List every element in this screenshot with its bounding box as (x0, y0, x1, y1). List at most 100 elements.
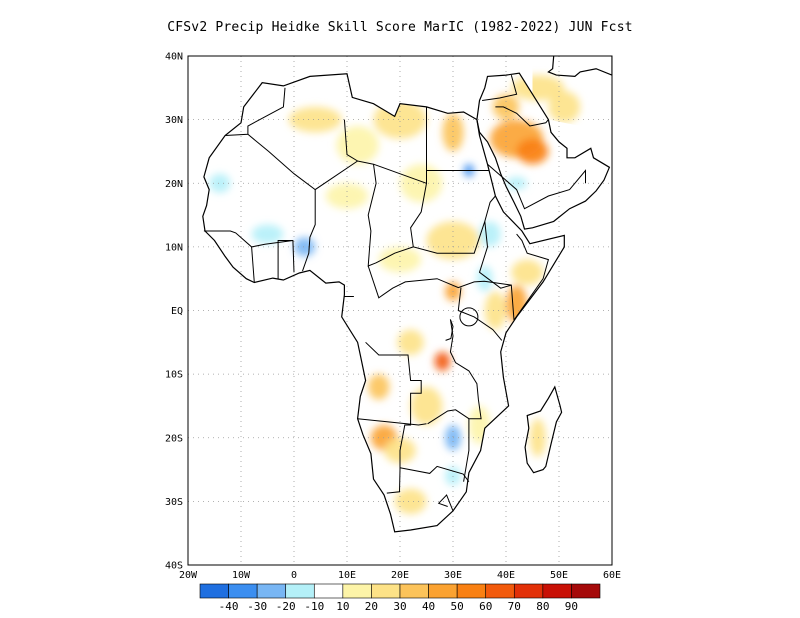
skill-region (288, 106, 342, 133)
colorbar-swatch (371, 583, 401, 599)
country-border (367, 265, 515, 321)
country-border (277, 240, 295, 279)
skill-region (397, 329, 424, 356)
lat-tick-label: 30N (165, 115, 183, 126)
colorbar-swatch (571, 583, 601, 599)
skill-region (442, 113, 464, 152)
lat-tick-label: 40N (165, 52, 183, 63)
colorbar-label: 30 (393, 600, 406, 613)
lat-tick-label: 30S (165, 497, 183, 508)
country-border (478, 221, 512, 289)
colorbar-label: 20 (365, 600, 378, 613)
skill-region (529, 418, 546, 457)
skill-region (426, 221, 480, 260)
coastline (202, 73, 565, 533)
lon-tick-label: 60E (603, 570, 621, 581)
colorbar-swatch (285, 583, 315, 599)
lon-tick-label: 20W (179, 570, 198, 581)
country-border (367, 164, 414, 267)
colorbar-swatch (399, 583, 429, 599)
mediterranean-sea (262, 56, 488, 117)
lon-tick-label: 10W (232, 570, 251, 581)
skill-region (505, 176, 528, 190)
country-border (203, 230, 293, 248)
country-border (399, 465, 470, 483)
country-border (225, 87, 286, 136)
colorbar-swatch (342, 583, 372, 599)
colorbar-label: -40 (219, 600, 239, 613)
country-border (437, 494, 454, 512)
colorbar-swatch (485, 583, 515, 599)
lat-tick-label: EQ (171, 306, 183, 317)
skill-region (325, 183, 369, 209)
latitude-labels: 40N 30N 20N 10N EQ 10S 20S 30S 40S (165, 52, 183, 572)
colorbar-label: 60 (479, 600, 492, 613)
coastline (476, 72, 611, 230)
colorbar-label: 10 (336, 600, 349, 613)
lon-tick-label: 10E (338, 570, 356, 581)
skill-region (548, 90, 581, 123)
lon-tick-label: 50E (550, 570, 568, 581)
lon-tick-label: 40E (497, 570, 515, 581)
lat-tick-label: 20N (165, 179, 183, 190)
country-border (410, 106, 496, 254)
map-title: CFSv2 Precip Heidke Skill Score MarIC (1… (167, 20, 633, 35)
colorbar-label: 50 (451, 600, 464, 613)
colorbar-swatch (199, 583, 229, 599)
colorbar-swatch (228, 583, 258, 599)
country-border (482, 74, 518, 101)
colorbar-swatch (513, 583, 544, 599)
colorbar-label: -20 (276, 600, 296, 613)
lat-tick-label: 10S (165, 370, 183, 381)
colorbar-label: -30 (247, 600, 267, 613)
skill-region (476, 265, 493, 292)
skill-region (511, 75, 565, 101)
skill-region (484, 291, 506, 330)
coastline (547, 56, 612, 77)
country-border (357, 418, 427, 426)
colorbar-swatch (313, 583, 344, 599)
colorbar-swatch (456, 583, 487, 599)
skill-region (400, 164, 443, 203)
country-border (302, 189, 316, 272)
country-border (487, 163, 586, 210)
skill-region (378, 246, 422, 273)
lat-tick-label: 20S (165, 433, 183, 444)
gridlines (188, 56, 612, 565)
skill-region (336, 125, 379, 165)
country-border (251, 246, 255, 283)
country-border (445, 319, 454, 341)
coastline (524, 385, 563, 474)
colorbar-swatch (256, 583, 287, 599)
colorbar-swatch (428, 583, 458, 599)
skill-region (251, 224, 284, 244)
skill-region (511, 259, 544, 286)
country-border (365, 341, 422, 494)
skill-region (209, 173, 231, 193)
lon-tick-label: 30E (444, 570, 462, 581)
colorbar-label: 70 (508, 600, 521, 613)
skill-region (394, 488, 427, 515)
skill-region (445, 466, 461, 486)
longitude-labels: 20W 10W 0 10E 20E 30E 40E 50E 60E (179, 570, 621, 581)
colorbar-label: 90 (565, 600, 578, 613)
skill-region (410, 386, 443, 426)
lon-tick-label: 20E (391, 570, 409, 581)
country-border (427, 409, 470, 425)
skill-region (294, 237, 316, 257)
skill-region (479, 221, 501, 247)
plot-frame (187, 55, 613, 566)
lake-victoria (459, 307, 479, 327)
colorbar-label: -10 (304, 600, 324, 613)
skill-region (368, 374, 390, 400)
country-border (513, 233, 550, 321)
colorbar-swatch (542, 583, 572, 599)
coastlines (202, 56, 612, 533)
country-border (495, 106, 549, 127)
colorbar-label: 40 (422, 600, 435, 613)
lat-tick-label: 10N (165, 242, 183, 253)
country-border (457, 287, 503, 341)
country-border (449, 319, 482, 482)
skill-region (434, 351, 451, 371)
